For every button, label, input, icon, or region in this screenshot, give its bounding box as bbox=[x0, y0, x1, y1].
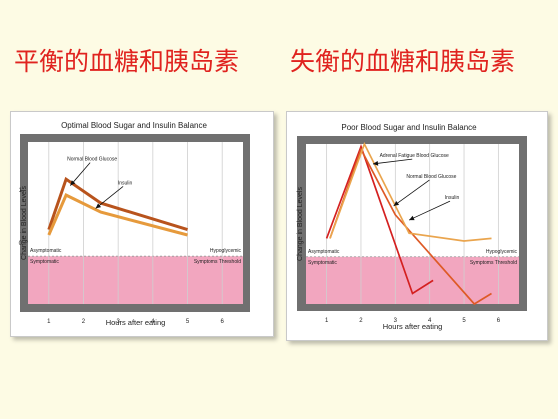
annotation-arrowhead bbox=[95, 203, 102, 209]
y-tick-label: 1 bbox=[19, 188, 23, 194]
annotation-arrowhead bbox=[393, 201, 400, 206]
annotation-arrowhead bbox=[409, 215, 415, 221]
annotation-pointer bbox=[408, 200, 451, 221]
heading-balanced: 平衡的血糖和胰岛素 bbox=[14, 47, 240, 76]
series-line-insulin bbox=[47, 193, 188, 237]
x-tick-label: 6 bbox=[497, 318, 501, 324]
optimal-balance-chart: Optimal Blood Sugar and Insulin Balance A… bbox=[19, 121, 250, 327]
annotation-label: Insulin bbox=[118, 180, 133, 186]
x-tick-label: 2 bbox=[82, 319, 86, 325]
chart-title: Optimal Blood Sugar and Insulin Balance bbox=[61, 121, 207, 130]
series-line-adrenal-fatigue-blood-glucose bbox=[325, 144, 434, 295]
y-axis-label: Change in Blood Levels bbox=[21, 186, 28, 260]
x-tick-label: 3 bbox=[116, 319, 120, 325]
zone-label-hypoglycemic: Hypoglycemic bbox=[486, 249, 518, 255]
zone-label-symptoms-threshold: Symptoms Threshold bbox=[470, 260, 517, 266]
x-axis-label: Hours after eating bbox=[383, 322, 443, 331]
zone-label-hypoglycemic: Hypoglycemic bbox=[210, 248, 242, 254]
x-axis-label: Hours after eating bbox=[106, 318, 166, 327]
series-line-normal-blood-glucose bbox=[329, 147, 492, 306]
symptom-zone bbox=[28, 256, 243, 304]
zone-label-symptoms-threshold: Symptoms Threshold bbox=[194, 259, 241, 265]
annotation-label: Normal Blood Glucose bbox=[406, 174, 456, 180]
x-tick-label: 5 bbox=[462, 318, 466, 324]
series-line-insulin bbox=[329, 141, 492, 242]
heading-imbalanced: 失衡的血糖和胰岛素 bbox=[290, 47, 516, 76]
annotation-pointer bbox=[95, 186, 124, 209]
chart-title: Poor Blood Sugar and Insulin Balance bbox=[341, 123, 477, 132]
zone-label-asymptomatic: Asymptomatic bbox=[308, 249, 340, 255]
annotation-pointer bbox=[393, 179, 430, 207]
annotation-arrowhead bbox=[70, 180, 76, 186]
x-tick-label: 1 bbox=[47, 319, 51, 325]
annotation-pointer bbox=[70, 162, 91, 186]
annotation-arrowhead bbox=[372, 160, 379, 166]
x-tick-label: 2 bbox=[359, 318, 363, 324]
x-tick-label: 4 bbox=[428, 318, 432, 324]
x-tick-label: 5 bbox=[186, 319, 190, 325]
series-line-normal-blood-glucose bbox=[47, 176, 188, 232]
x-tick-label: 3 bbox=[394, 318, 398, 324]
poor-balance-chart-panel: Poor Blood Sugar and Insulin Balance Asym… bbox=[286, 111, 548, 341]
x-tick-label: 1 bbox=[325, 318, 329, 324]
zone-label-symptomatic: Symptomatic bbox=[30, 259, 59, 265]
x-tick-label: 6 bbox=[221, 319, 225, 325]
zone-label-asymptomatic: Asymptomatic bbox=[30, 248, 62, 254]
symptom-zone bbox=[306, 256, 519, 304]
optimal-balance-chart-panel: Optimal Blood Sugar and Insulin Balance A… bbox=[10, 111, 274, 337]
y-axis-label: Change in Blood Levels bbox=[297, 187, 304, 261]
annotation-label: Insulin bbox=[445, 195, 460, 201]
annotation-pointer bbox=[372, 158, 413, 165]
annotation-label: Adrenal Fatigue Blood Glucose bbox=[380, 153, 449, 159]
annotation-label: Normal Blood Glucose bbox=[67, 157, 117, 163]
zone-label-symptomatic: Symptomatic bbox=[308, 260, 337, 266]
x-tick-label: 4 bbox=[151, 319, 155, 325]
y-tick-label: 0 bbox=[19, 241, 23, 247]
poor-balance-chart: Poor Blood Sugar and Insulin Balance Asym… bbox=[297, 123, 527, 331]
